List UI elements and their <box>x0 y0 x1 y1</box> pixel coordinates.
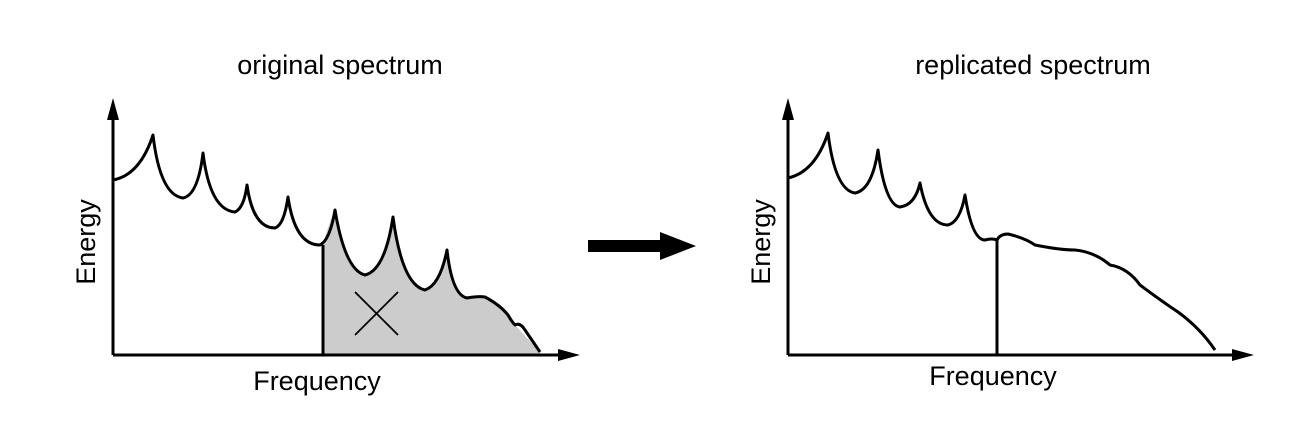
cross-mark <box>354 291 399 336</box>
x-axis-label: Frequency <box>253 366 381 396</box>
panel-replicated: replicated spectrum Energy Frequency <box>746 50 1254 391</box>
x-axis-label: Frequency <box>929 361 1057 391</box>
panel-title: original spectrum <box>237 50 443 80</box>
y-axis-arrow <box>782 98 794 120</box>
transform-arrow <box>588 232 696 260</box>
removed-region <box>323 210 540 355</box>
y-axis-arrow <box>107 98 119 120</box>
x-axis-arrow <box>558 349 580 361</box>
x-axis-arrow <box>1232 349 1254 361</box>
panel-title: replicated spectrum <box>915 50 1151 80</box>
spectrum-curve <box>112 133 542 353</box>
y-axis-label: Energy <box>71 199 101 285</box>
y-axis-label: Energy <box>746 199 776 285</box>
panel-original: original spectrum Energy Frequency <box>71 50 580 396</box>
spectrum-curve <box>787 131 1217 351</box>
